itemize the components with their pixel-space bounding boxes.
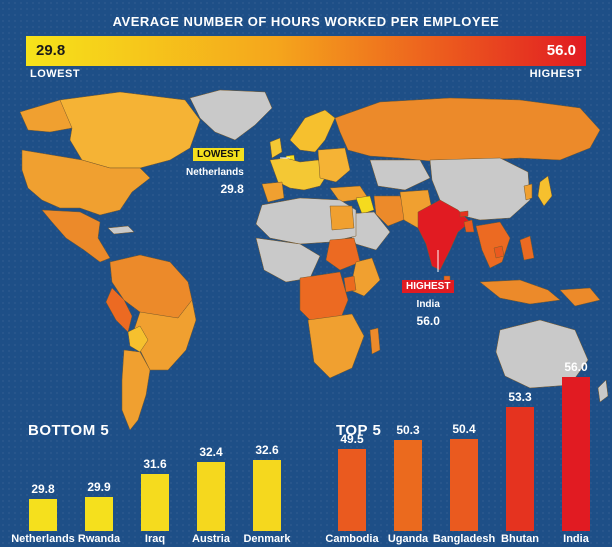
bar-india	[562, 377, 590, 531]
india	[417, 199, 471, 271]
bar-value-india: 56.0	[564, 360, 588, 374]
mexico	[41, 209, 111, 263]
scale-high-value: 56.0	[546, 42, 576, 59]
bar-value-cambodia: 49.5	[340, 431, 364, 446]
west-africa	[255, 237, 321, 283]
bhutan	[459, 210, 469, 218]
bangladesh	[463, 219, 475, 233]
bar-label-uganda: Uganda	[387, 533, 429, 545]
scale-low-label: LOWEST	[30, 68, 81, 80]
bar-value-iraq: 31.6	[143, 456, 167, 471]
bar-bangladesh	[450, 438, 478, 531]
korea	[523, 183, 533, 201]
new-zealand	[597, 379, 609, 403]
bar-label-denmark: Denmark	[243, 533, 291, 545]
bar-value-denmark: 32.6	[255, 442, 279, 457]
madagascar	[369, 327, 381, 355]
iberia	[261, 181, 285, 203]
color-scale-bar: 29.8 56.0	[26, 36, 586, 66]
bar-netherlands	[29, 498, 57, 531]
bar-austria	[197, 462, 225, 531]
kazakhstan	[369, 159, 431, 191]
uk	[269, 137, 283, 159]
bolivia	[127, 325, 149, 353]
bar-value-bangladesh: 50.4	[452, 421, 476, 436]
mongolia-china	[429, 157, 531, 221]
bar-label-rwanda: Rwanda	[77, 533, 121, 545]
bar-label-netherlands: Netherlands	[11, 533, 75, 545]
bar-value-austria: 32.4	[199, 445, 223, 460]
philippines	[519, 235, 535, 261]
bar-iraq	[141, 473, 169, 531]
japan	[537, 175, 553, 207]
lowest-callout: LOWEST Netherlands 29.8	[186, 144, 244, 198]
new-guinea	[559, 287, 601, 307]
lowest-country: Netherlands	[186, 167, 244, 178]
bar-uganda	[394, 439, 422, 531]
bar-rwanda	[85, 497, 113, 531]
chile-argentina	[121, 349, 151, 431]
greenland	[189, 89, 273, 141]
uganda	[343, 275, 357, 293]
bar-value-uganda: 50.3	[396, 422, 420, 437]
highest-callout: HIGHEST India 56.0	[402, 276, 455, 330]
southeast-asia	[475, 221, 511, 269]
bar-value-rwanda: 29.9	[87, 480, 111, 495]
canada	[59, 91, 201, 169]
bar-label-austria: Austria	[192, 533, 230, 545]
cuba	[107, 225, 135, 235]
bar-bhutan	[506, 406, 534, 531]
bar-label-india: India	[563, 533, 589, 545]
scale-low-value: 29.8	[36, 42, 66, 59]
sudan	[325, 237, 361, 271]
bar-label-iraq: Iraq	[144, 533, 166, 545]
eastern-europe	[317, 147, 351, 183]
bottom5-title: BOTTOM 5	[28, 422, 110, 439]
indonesia	[479, 279, 561, 305]
highest-tag: HIGHEST	[402, 280, 455, 293]
bar-value-bhutan: 53.3	[508, 389, 532, 404]
lowest-tag: LOWEST	[193, 148, 244, 161]
bar-label-bangladesh: Bangladesh	[432, 533, 496, 545]
lowest-value: 29.8	[220, 182, 244, 196]
page-title: AVERAGE NUMBER OF HOURS WORKED PER EMPLO…	[112, 14, 500, 29]
bar-cambodia	[338, 448, 366, 531]
highest-value: 56.0	[416, 314, 440, 328]
iraq	[355, 195, 375, 215]
southern-africa	[307, 313, 365, 379]
scandinavia	[289, 109, 336, 153]
iran	[373, 195, 409, 227]
egypt	[329, 205, 355, 231]
usa	[21, 149, 151, 216]
bar-label-cambodia: Cambodia	[325, 533, 379, 545]
bar-label-bhutan: Bhutan	[501, 533, 539, 545]
russia	[334, 97, 601, 163]
bar-denmark	[253, 459, 281, 531]
bar-value-netherlands: 29.8	[31, 481, 55, 496]
top5-title: TOP 5	[336, 422, 382, 439]
highest-country: India	[416, 299, 440, 310]
cambodia	[493, 245, 505, 259]
scale-high-label: HIGHEST	[529, 68, 582, 80]
